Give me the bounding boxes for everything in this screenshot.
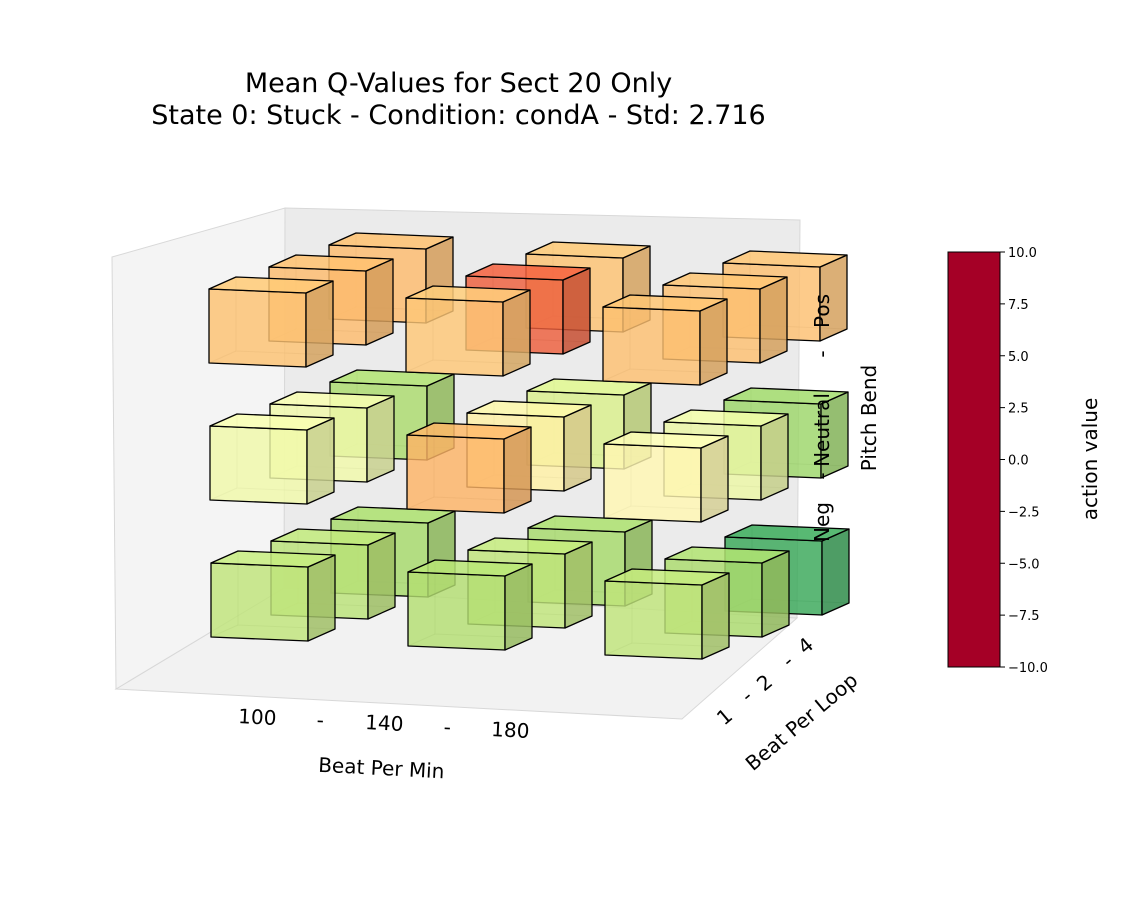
chart-subtitle: State 0: Stuck - Condition: condA - Std:…: [151, 100, 766, 131]
z-tick-label: -: [810, 472, 834, 479]
cube-100-1-Neg: [210, 550, 336, 642]
cube-180-1-Pos: [602, 294, 728, 386]
colorbar-tick-label: −2.5: [1008, 505, 1040, 520]
y-tick-label: 4: [793, 632, 818, 659]
colorbar-tick-label: 7.5: [1008, 298, 1029, 313]
colorbar-tick-label: −10.0: [1008, 661, 1048, 676]
colorbar: 10.0 7.5 5.0 2.5 0.0 −2.5 −5.0 −7.5 −10.0 action …: [947, 246, 1102, 676]
cube-100-1-Neutral: [209, 413, 335, 505]
colorbar-tick-label: 5.0: [1008, 350, 1029, 365]
y-tick-label: 2: [752, 669, 777, 696]
z-tick-label: Neg: [810, 502, 834, 542]
cube-layer: [208, 232, 850, 660]
y-tick-label: -: [777, 649, 798, 672]
z-tick-label: Neutral: [810, 393, 834, 467]
colorbar-gradient: [947, 251, 1001, 668]
x-tick-label: 180: [491, 717, 530, 743]
x-axis-label: Beat Per Min: [318, 753, 445, 784]
cube-140-1-Neutral: [406, 422, 532, 514]
z-tick-label: Pos: [810, 294, 834, 328]
colorbar-tick-label: −7.5: [1008, 609, 1040, 624]
cube-100-1-Pos: [208, 276, 334, 368]
chart-title: Mean Q-Values for Sect 20 Only: [244, 68, 673, 99]
y-tick-label: 1: [712, 703, 737, 730]
z-axis-label: Pitch Bend: [857, 365, 881, 471]
cube-140-1-Pos: [405, 285, 531, 377]
colorbar-tick-label: 10.0: [1008, 246, 1037, 261]
x-tick-label: -: [316, 708, 324, 732]
z-tick-label: -: [810, 350, 834, 357]
colorbar-tick-label: 2.5: [1008, 402, 1029, 417]
x-tick-label: 100: [238, 704, 277, 730]
colorbar-tick-label: −5.0: [1008, 557, 1040, 572]
cube-180-1-Neutral: [603, 431, 729, 523]
x-tick-label: 140: [365, 710, 404, 736]
colorbar-tick-label: 0.0: [1008, 454, 1029, 469]
colorbar-label: action value: [1078, 398, 1102, 521]
cube-140-1-Neg: [407, 559, 533, 651]
x-tick-label: -: [443, 715, 451, 739]
cube-180-1-Neg: [604, 568, 730, 660]
y-tick-label: -: [736, 684, 757, 707]
